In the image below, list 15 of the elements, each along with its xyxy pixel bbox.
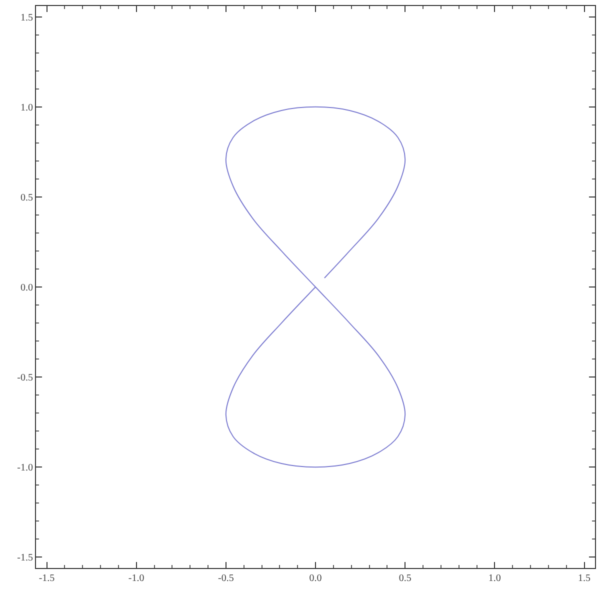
x-tick-label: 0.0 xyxy=(309,573,322,584)
x-tick-label: -1.5 xyxy=(38,573,55,584)
x-tick-label: 0.5 xyxy=(398,573,412,584)
x-tick-label: 1.0 xyxy=(488,573,501,584)
y-tick-label: 1.5 xyxy=(20,12,33,24)
y-tick-label: 0.0 xyxy=(20,282,33,294)
line-series xyxy=(225,106,406,468)
y-tick-label: -1.0 xyxy=(17,462,33,474)
x-tick-label: -0.5 xyxy=(218,573,234,584)
x-tick-label: -1.0 xyxy=(128,573,144,584)
y-tick-label: 1.0 xyxy=(20,102,33,114)
y-tick-label: -0.5 xyxy=(17,372,33,384)
y-tick-label: -1.5 xyxy=(17,552,33,564)
y-tick-label: 0.5 xyxy=(20,192,33,204)
x-tick-label: 1.5 xyxy=(578,573,590,584)
